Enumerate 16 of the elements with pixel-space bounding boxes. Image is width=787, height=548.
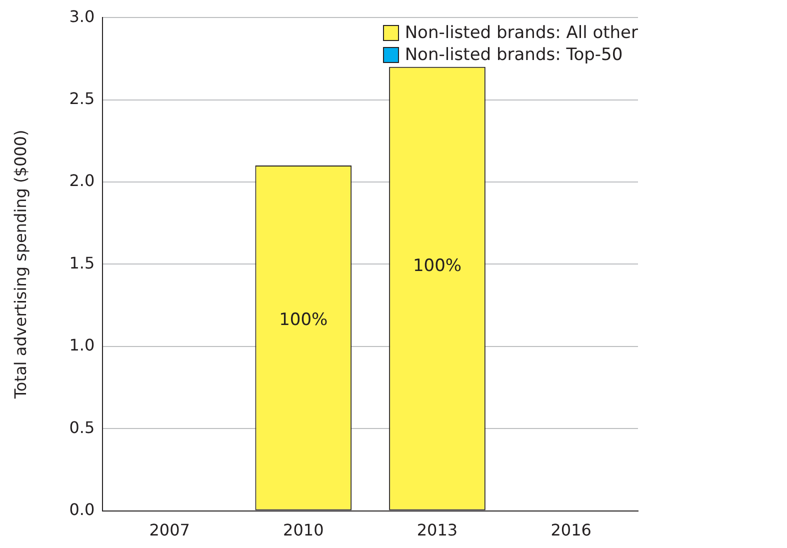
annotation: 100% — [279, 310, 328, 330]
x-tick-label: 2013 — [416, 520, 458, 540]
x-tick-label: 2010 — [283, 520, 324, 540]
x-tick-label: 2016 — [550, 520, 592, 540]
x-tick-label: 2007 — [149, 520, 190, 540]
y-tick-label: 2.5 — [69, 88, 95, 108]
y-tick-label: 1.0 — [69, 336, 95, 355]
y-tick-label: 0.5 — [69, 418, 95, 437]
y-tick-label: 0.0 — [69, 500, 95, 519]
y-tick-label: 1.5 — [69, 253, 95, 272]
y-axis-title: Total advertising spending ($000) — [10, 130, 30, 400]
legend-label: Non-listed brands: All other — [404, 22, 638, 44]
annotation: 100% — [412, 256, 462, 276]
y-tick-label: 3.0 — [69, 6, 95, 26]
y-tick-label: 2.0 — [69, 171, 95, 190]
legend-label: Non-listed brands: Top-50 — [404, 44, 623, 66]
